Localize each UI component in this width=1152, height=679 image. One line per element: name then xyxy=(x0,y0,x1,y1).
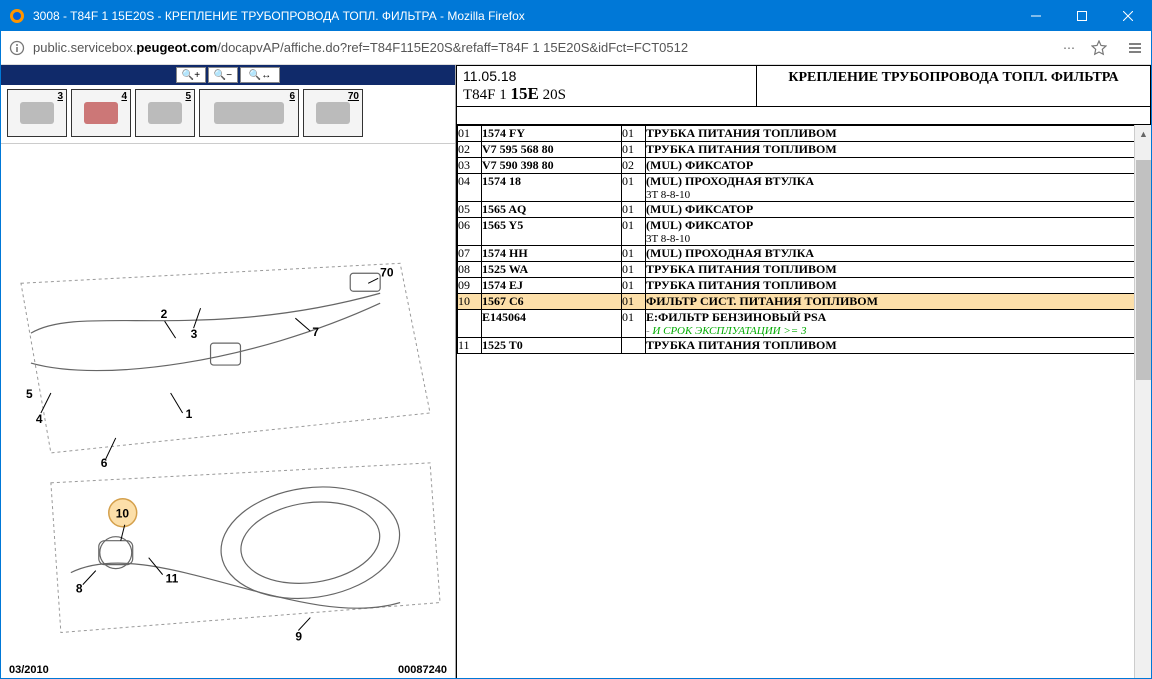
header-date: 11.05.18 xyxy=(463,68,750,84)
minimize-button[interactable] xyxy=(1013,1,1059,31)
thumbnail-strip: 3 4 5 6 70 xyxy=(1,85,455,144)
diagram-footer: 03/2010 00087240 xyxy=(1,662,455,678)
thumb-70[interactable]: 70 xyxy=(303,89,363,137)
table-row[interactable]: 111525 T0ТРУБКА ПИТАНИЯ ТОПЛИВОМ xyxy=(458,338,1151,354)
zoom-out-button[interactable]: 🔍− xyxy=(208,67,238,83)
zoom-fit-button[interactable]: 🔍↔ xyxy=(240,67,280,83)
window-title: 3008 - T84F 1 15E20S - КРЕПЛЕНИЕ ТРУБОПР… xyxy=(33,9,1013,23)
table-row[interactable]: 081525 WA01ТРУБКА ПИТАНИЯ ТОПЛИВОМ xyxy=(458,262,1151,278)
svg-text:1: 1 xyxy=(186,407,193,421)
close-button[interactable] xyxy=(1105,1,1151,31)
table-row[interactable]: E14506401E:ФИЛЬТР БЕНЗИНОВЫЙ PSA- И СРОК… xyxy=(458,310,1151,338)
svg-text:11: 11 xyxy=(166,572,179,586)
vertical-scrollbar[interactable]: ▲ xyxy=(1134,125,1151,678)
svg-text:2: 2 xyxy=(161,307,168,321)
table-row[interactable]: 051565 AQ01(MUL) ФИКСАТОР xyxy=(458,202,1151,218)
svg-text:3: 3 xyxy=(191,327,198,341)
svg-text:5: 5 xyxy=(26,387,33,401)
parts-table: 011574 FY01ТРУБКА ПИТАНИЯ ТОПЛИВОМ02V7 5… xyxy=(457,125,1151,354)
zoom-toolbar: 🔍+ 🔍− 🔍↔ xyxy=(1,65,455,85)
table-row[interactable]: 101567 C601ФИЛЬТР СИСТ. ПИТАНИЯ ТОПЛИВОМ xyxy=(458,294,1151,310)
table-row[interactable]: 091574 EJ01ТРУБКА ПИТАНИЯ ТОПЛИВОМ xyxy=(458,278,1151,294)
table-row[interactable]: 071574 HH01(MUL) ПРОХОДНАЯ ВТУЛКА xyxy=(458,246,1151,262)
thumb-4[interactable]: 4 xyxy=(71,89,131,137)
svg-text:8: 8 xyxy=(76,582,83,596)
maximize-button[interactable] xyxy=(1059,1,1105,31)
svg-text:10: 10 xyxy=(116,507,130,521)
parts-diagram[interactable]: 1 2 3 4 5 6 7 8 9 11 70 10 xyxy=(1,144,455,662)
table-row[interactable]: 041574 1801(MUL) ПРОХОДНАЯ ВТУЛКА3T 8-8-… xyxy=(458,174,1151,202)
firefox-icon xyxy=(9,8,25,24)
more-icon[interactable]: ⋯ xyxy=(1061,40,1077,56)
diagram-panel: 🔍+ 🔍− 🔍↔ 3 4 5 6 70 xyxy=(1,65,456,678)
window-titlebar: 3008 - T84F 1 15E20S - КРЕПЛЕНИЕ ТРУБОПР… xyxy=(1,1,1151,31)
table-row[interactable]: 011574 FY01ТРУБКА ПИТАНИЯ ТОПЛИВОМ xyxy=(458,126,1151,142)
address-bar: public.servicebox.peugeot.com/docapvAP/a… xyxy=(1,31,1151,65)
header-title: КРЕПЛЕНИЕ ТРУБОПРОВОДА ТОПЛ. ФИЛЬТРА xyxy=(757,66,1150,106)
svg-text:70: 70 xyxy=(380,265,394,279)
info-icon[interactable] xyxy=(9,40,25,56)
table-row[interactable]: 061565 Y501(MUL) ФИКСАТОР3T 8-8-10 xyxy=(458,218,1151,246)
diagram-date: 03/2010 xyxy=(9,664,49,676)
parts-panel: 11.05.18 T84F 1 15E 20S КРЕПЛЕНИЕ ТРУБОП… xyxy=(456,65,1151,678)
thumb-3[interactable]: 3 xyxy=(7,89,67,137)
bookmark-icon[interactable] xyxy=(1091,40,1107,56)
thumb-6[interactable]: 6 xyxy=(199,89,299,137)
svg-text:7: 7 xyxy=(312,325,319,339)
menu-icon[interactable] xyxy=(1127,40,1143,56)
parts-header: 11.05.18 T84F 1 15E 20S КРЕПЛЕНИЕ ТРУБОП… xyxy=(456,65,1151,107)
thumb-5[interactable]: 5 xyxy=(135,89,195,137)
diagram-docnum: 00087240 xyxy=(398,664,447,676)
table-row[interactable]: 03V7 590 398 8002(MUL) ФИКСАТОР xyxy=(458,158,1151,174)
svg-text:4: 4 xyxy=(36,412,43,426)
zoom-in-button[interactable]: 🔍+ xyxy=(176,67,206,83)
url-text[interactable]: public.servicebox.peugeot.com/docapvAP/a… xyxy=(33,40,1053,55)
svg-text:9: 9 xyxy=(295,629,302,643)
table-row[interactable]: 02V7 595 568 8001ТРУБКА ПИТАНИЯ ТОПЛИВОМ xyxy=(458,142,1151,158)
